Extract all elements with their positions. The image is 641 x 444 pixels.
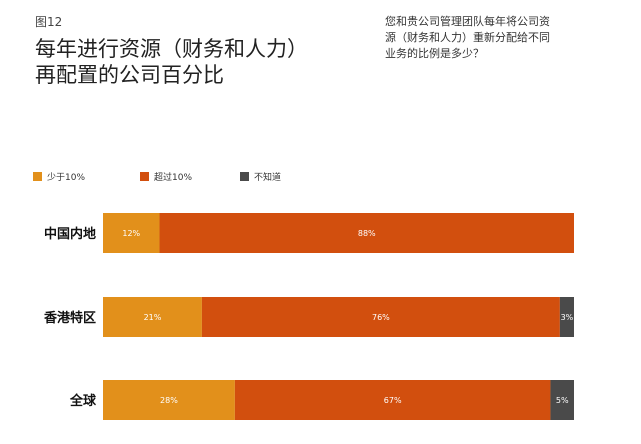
chart-title-line: 再配置的公司百分比 [35,63,224,87]
survey-question: 您和贵公司管理团队每年将公司资 源（财务和人力）重新分配给不同 业务的比例是多少… [385,14,585,62]
bar-segment [159,213,574,253]
legend-swatch [33,172,42,181]
data-label: 67% [384,396,402,405]
bar-segment [234,380,551,420]
bar-segment [103,213,160,253]
data-label: 88% [358,229,376,238]
survey-question-line: 源（财务和人力）重新分配给不同 [385,31,550,44]
chart-title: 每年进行资源（财务和人力） 再配置的公司百分比 [35,36,355,88]
data-label: 3% [561,313,574,322]
category-label: 全球 [69,393,97,409]
bar-segment [201,297,560,337]
legend-swatch [140,172,149,181]
bar-segment [559,297,574,337]
survey-question-line: 业务的比例是多少？ [385,47,484,60]
legend-label: 超过10% [154,171,192,183]
legend-label: 不知道 [254,171,281,183]
bar-segment [103,380,235,420]
survey-question-line: 您和贵公司管理团队每年将公司资 [385,15,550,28]
data-label: 28% [160,396,178,405]
category-label: 香港特区 [43,310,96,326]
bar-segment [103,297,202,337]
figure-label: 图12 [35,15,63,29]
legend-label: 少于10% [47,172,85,183]
bar-segment [550,380,574,420]
data-label: 5% [556,396,569,405]
data-label: 76% [372,313,390,322]
data-label: 12% [122,229,140,238]
data-label: 21% [144,313,162,322]
category-label: 中国内地 [44,226,96,242]
chart-title-line: 每年进行资源（财务和人力） [35,37,308,61]
legend-swatch [240,172,249,181]
